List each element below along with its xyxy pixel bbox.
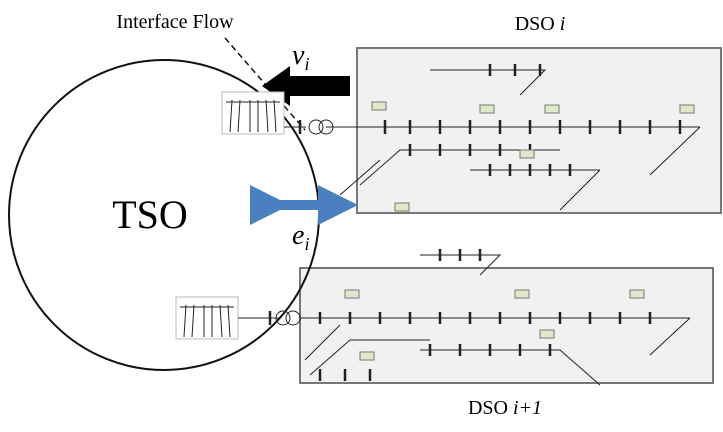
storage-icon — [629, 289, 645, 299]
dso-index: i+1 — [513, 397, 542, 419]
dso-name: DSO — [515, 13, 555, 35]
dso-name: DSO — [468, 397, 508, 419]
storage-icon — [371, 101, 387, 111]
subscript: i — [304, 234, 309, 254]
subscript: i — [304, 54, 309, 74]
storage-icon — [679, 104, 695, 114]
storage-icon — [514, 289, 530, 299]
tower-icon — [221, 91, 285, 135]
v-label: vi — [292, 40, 309, 74]
storage-icon — [479, 104, 495, 114]
storage-icon — [519, 149, 535, 159]
tower-icon — [175, 296, 239, 340]
symbol: e — [292, 220, 304, 251]
storage-icon — [544, 104, 560, 114]
dso-label: DSO i+1 — [468, 397, 542, 419]
dso-label: DSO i — [515, 13, 566, 35]
e-label: ei — [292, 220, 309, 254]
symbol: v — [292, 40, 305, 71]
dso-index: i — [560, 13, 566, 35]
storage-icon — [344, 289, 360, 299]
storage-icon — [539, 329, 555, 339]
storage-icon — [394, 202, 410, 212]
dso-box — [299, 267, 714, 384]
networks — [238, 64, 701, 386]
tso-label: TSO — [112, 192, 188, 237]
interface-flow-label: Interface Flow — [116, 11, 234, 33]
storage-icon — [359, 351, 375, 361]
